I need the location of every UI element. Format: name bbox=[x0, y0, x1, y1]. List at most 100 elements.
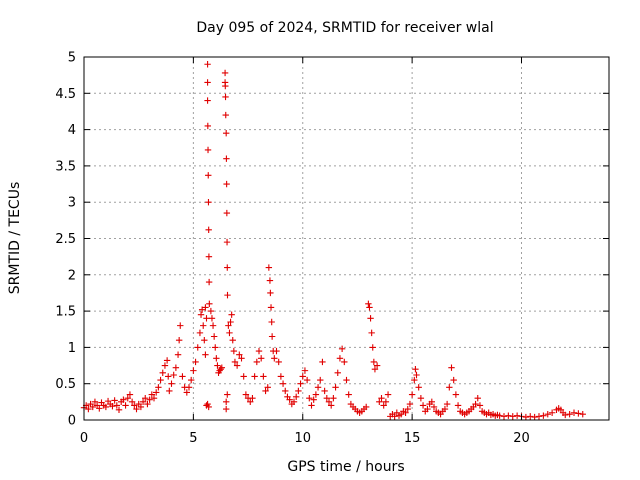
data-point bbox=[233, 362, 241, 369]
data-point bbox=[330, 395, 337, 402]
y-tick-label: 4 bbox=[68, 123, 76, 138]
x-tick-label: 10 bbox=[294, 431, 311, 446]
data-point bbox=[373, 362, 381, 369]
data-point bbox=[441, 405, 449, 413]
y-tick-label: 2 bbox=[68, 268, 76, 283]
data-point bbox=[223, 238, 231, 246]
data-point bbox=[308, 402, 315, 409]
data-point bbox=[570, 409, 578, 416]
data-point bbox=[411, 376, 418, 384]
x-tick-label: 5 bbox=[189, 431, 197, 446]
data-point bbox=[454, 402, 462, 409]
data-point bbox=[264, 384, 271, 391]
data-point bbox=[310, 396, 317, 403]
data-point bbox=[368, 329, 375, 337]
data-point bbox=[111, 397, 118, 404]
data-point bbox=[370, 358, 378, 366]
data-point bbox=[168, 380, 175, 387]
data-point bbox=[205, 199, 212, 206]
data-point bbox=[196, 329, 204, 337]
data-point bbox=[190, 367, 197, 374]
data-point bbox=[226, 329, 233, 337]
data-point bbox=[202, 351, 209, 358]
data-point bbox=[175, 336, 183, 344]
y-tick-label: 5 bbox=[68, 51, 76, 66]
data-point bbox=[207, 307, 215, 315]
data-point bbox=[210, 333, 218, 340]
data-point bbox=[415, 384, 422, 391]
data-point bbox=[286, 396, 293, 403]
data-point bbox=[446, 384, 453, 391]
data-point bbox=[208, 315, 216, 322]
data-point bbox=[161, 362, 169, 369]
data-point bbox=[223, 155, 230, 162]
data-point bbox=[251, 373, 258, 380]
data-point bbox=[221, 69, 229, 77]
data-point bbox=[223, 209, 231, 217]
data-point bbox=[222, 398, 230, 406]
data-point bbox=[369, 344, 376, 351]
data-point bbox=[152, 389, 160, 396]
data-point bbox=[203, 315, 210, 322]
data-point bbox=[120, 396, 127, 403]
data-point bbox=[172, 364, 180, 371]
data-point bbox=[314, 384, 322, 391]
data-point bbox=[217, 365, 224, 373]
data-point bbox=[275, 358, 282, 366]
data-point bbox=[159, 369, 166, 377]
data-point bbox=[380, 402, 387, 409]
data-point bbox=[222, 130, 230, 137]
data-point bbox=[412, 365, 419, 373]
data-point bbox=[102, 403, 110, 411]
data-point bbox=[148, 391, 156, 398]
data-point bbox=[249, 395, 256, 402]
data-point bbox=[282, 387, 289, 395]
data-point bbox=[299, 373, 306, 380]
data-point bbox=[204, 79, 211, 86]
data-point bbox=[214, 362, 221, 369]
data-point bbox=[185, 384, 193, 391]
data-point bbox=[424, 405, 431, 413]
data-point bbox=[336, 355, 344, 362]
data-point bbox=[179, 373, 186, 380]
data-points-layer bbox=[80, 61, 586, 421]
data-point bbox=[265, 264, 273, 271]
data-point bbox=[192, 358, 199, 366]
data-point bbox=[204, 400, 211, 408]
data-point bbox=[531, 413, 538, 421]
y-tick-label: 2.5 bbox=[55, 232, 76, 247]
data-point bbox=[205, 253, 213, 260]
data-point bbox=[197, 311, 205, 318]
data-point bbox=[301, 367, 309, 374]
y-tick-label: 0 bbox=[68, 414, 76, 429]
data-point bbox=[262, 387, 269, 395]
data-point bbox=[204, 146, 212, 154]
data-point bbox=[212, 344, 219, 351]
data-point bbox=[297, 380, 304, 387]
data-point bbox=[575, 410, 582, 417]
data-point bbox=[327, 402, 335, 409]
data-point bbox=[406, 400, 414, 408]
data-point bbox=[505, 412, 512, 419]
data-point bbox=[509, 413, 516, 420]
data-point bbox=[408, 391, 416, 398]
data-point bbox=[338, 345, 346, 353]
y-tick-label: 0.5 bbox=[55, 377, 76, 392]
data-point bbox=[279, 380, 287, 387]
data-point bbox=[277, 373, 285, 380]
data-point bbox=[371, 365, 379, 373]
data-point bbox=[500, 413, 508, 420]
data-point bbox=[224, 291, 231, 299]
data-point bbox=[222, 82, 229, 90]
ticks-layer: 0 0.5 1 1.5 2 2.5 3 3.5 4 4.5 5 0 5 10 15 20 bbox=[55, 51, 609, 446]
data-point bbox=[268, 333, 276, 340]
data-point bbox=[213, 355, 220, 362]
data-point bbox=[271, 355, 278, 362]
data-point bbox=[225, 322, 232, 329]
data-point bbox=[206, 300, 213, 308]
data-point bbox=[236, 351, 243, 358]
data-point bbox=[566, 410, 573, 418]
data-point bbox=[238, 355, 245, 362]
data-point bbox=[155, 384, 162, 391]
